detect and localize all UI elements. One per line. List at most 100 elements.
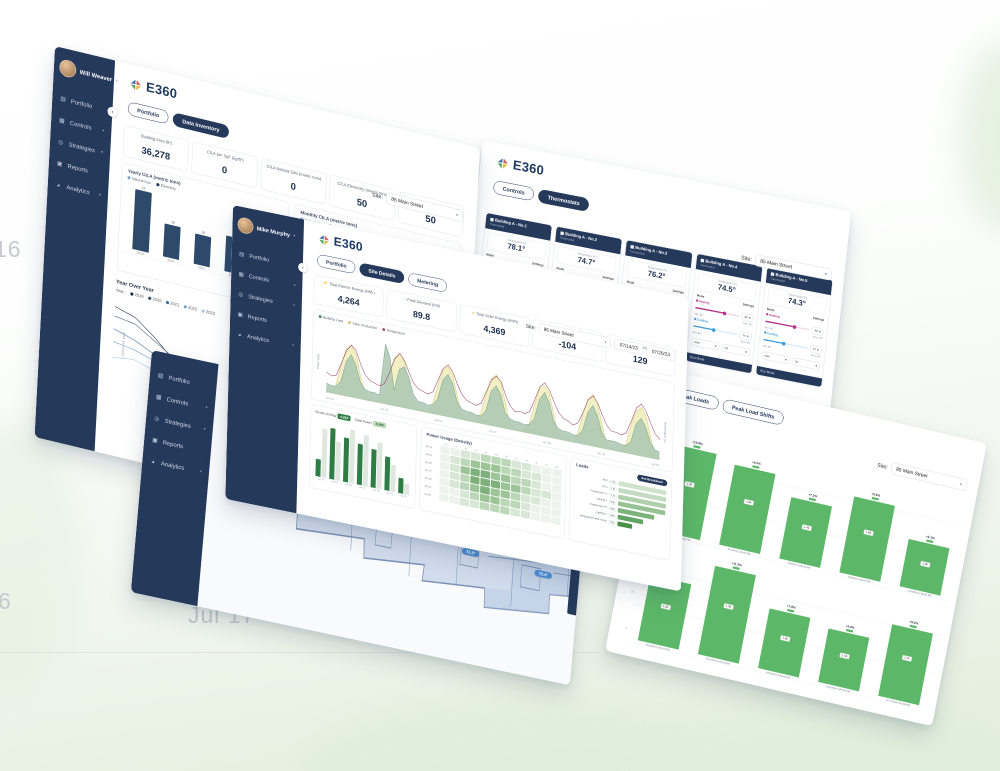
x-axis-tick: Jul 19 (597, 451, 606, 457)
bar (162, 223, 181, 261)
cooling-slider-knob[interactable] (711, 327, 716, 332)
legend-item: Solar Production (348, 320, 377, 330)
building-icon: ▦ (630, 244, 635, 250)
year-legend-item[interactable]: 2019 (130, 291, 144, 299)
tab[interactable]: Thermostats (537, 188, 590, 213)
hold-select[interactable]: On▾ (721, 343, 751, 357)
solar-bar (362, 434, 369, 487)
legend-dot-icon (156, 182, 160, 187)
site-select-value: 85 Main Street (895, 466, 929, 480)
bar-group (329, 421, 342, 481)
peak-bar-column: +7.8% 1.5k 5/15/2024 3:00:00 PM (752, 568, 824, 683)
chevron-down-icon: ▾ (816, 347, 820, 353)
nav-icon: ▤ (60, 94, 66, 103)
nav-icon: ▦ (238, 270, 244, 278)
metric-icon: ◔ (403, 296, 407, 302)
legend-dot-icon (382, 327, 386, 332)
tab[interactable]: Peak Load Shifts (721, 398, 785, 426)
load-value-chip: 0.5k (608, 519, 617, 526)
thermostat-card[interactable]: ▦ Building A - No.5 Thermostat Temperatu… (755, 266, 834, 388)
bar: 1.0k (899, 539, 950, 596)
chevron-down-icon: ▾ (293, 233, 296, 238)
user-name: Mike Murphy (256, 224, 291, 238)
legend-dot-icon (348, 321, 352, 325)
bar-column: 26 2021 (190, 199, 216, 273)
legend-dot-icon (147, 296, 152, 301)
sidebar-item-label: Reports (162, 438, 184, 450)
sidebar-item-label: Portfolio (249, 252, 270, 263)
tab[interactable]: Data Inventory (172, 112, 230, 140)
cooling-max: Max: 85° (740, 340, 751, 345)
hold-select[interactable]: On▾ (791, 357, 821, 371)
cooling-slider-knob[interactable] (781, 341, 786, 346)
background-watermark: 6 (0, 588, 12, 614)
chevron-down-icon: ▾ (292, 342, 295, 348)
chevron-down-icon: ▾ (959, 481, 963, 487)
bar: 1.4k (818, 628, 870, 692)
avatar (58, 58, 77, 80)
chevron-down-icon: ▾ (745, 349, 748, 355)
sidebar-item-label: Controls (248, 272, 270, 284)
bar-group (315, 418, 328, 479)
heating-slider-knob[interactable] (722, 311, 727, 316)
fan-select[interactable]: Auto▾ (691, 337, 720, 351)
year-legend-item[interactable]: 2023 (201, 308, 215, 316)
heatmap-cell (530, 512, 541, 522)
legend-dot-icon (130, 292, 134, 296)
tab[interactable]: Controls (492, 180, 535, 202)
tab[interactable]: Portfolio (317, 253, 356, 275)
sidebar-item-label: Analytics (247, 332, 270, 344)
site-label: Site: (371, 191, 383, 201)
heatmap-row-label: Jul 20 (424, 492, 431, 497)
bar-value-chip: 1.9k (723, 603, 734, 611)
nav-icon: ▦ (155, 392, 162, 401)
tab[interactable]: Portfolio (127, 101, 169, 125)
sidebar-item-label: Strategies (248, 292, 273, 305)
heatmap-cell (439, 493, 449, 503)
peak-bar-column: +11.2% 1.9k 5/14/2024 5:00:00 PM (691, 554, 763, 669)
peak-bar-column: +6.9% 1.4k 5/16/2024 4:00:00 PM (812, 582, 884, 697)
heatmap-cell (469, 499, 480, 509)
chevron-down-icon: ▾ (815, 363, 818, 368)
nav-icon: ◕ (151, 457, 156, 466)
heating-slider-knob[interactable] (792, 324, 797, 329)
background-blob (640, 690, 1000, 771)
load-value-chip: 0.6k (608, 512, 617, 519)
settings-label[interactable]: Settings (812, 316, 825, 322)
bar (132, 189, 152, 253)
loads-panel: Loads See Breakdown AC2 1.4k (568, 456, 673, 561)
bar-column: 52 2019 (129, 184, 155, 258)
settings-label[interactable]: Settings (672, 289, 685, 295)
thermostat-card[interactable]: ▦ Building A - No.4 Thermostat Temperatu… (685, 253, 763, 374)
bar-group (384, 432, 396, 493)
energy-bars-panel: Electric Energy 4,264 Solar Power 4,369 (308, 404, 418, 509)
legend-item: Temperature (382, 327, 405, 336)
background-watermark: 16 (0, 236, 22, 262)
sidebar-item-label: Portfolio (168, 373, 191, 386)
peak-bar-column: +7.2% 1.4k 5/8/2024 3:00:00 PM (773, 459, 845, 574)
year-legend-item[interactable]: 2021 (165, 300, 179, 307)
sidebar-item-label: Portfolio (70, 97, 93, 110)
solar-bar (390, 464, 396, 493)
year-legend-item[interactable]: 2020 (147, 295, 162, 303)
peak-bar-column: +9.9% 1.8k 5/9/2024 5:00:00 PM (833, 473, 905, 588)
year-legend-item[interactable]: 2022 (183, 304, 197, 312)
fan-select[interactable]: Auto▾ (761, 351, 790, 365)
chevron-down-icon: ▾ (604, 339, 607, 345)
peak-bar-column: +9.0% 1.7k 5/17/2024 5:00:00 PM (872, 596, 944, 711)
cooling-min: Min: 65° (762, 344, 772, 350)
bar (193, 233, 212, 268)
nav-icon: ▣ (151, 435, 158, 444)
tab[interactable]: Metering (408, 272, 448, 293)
tab[interactable]: Site Details (359, 262, 405, 285)
nav-icon: ▤ (239, 250, 245, 258)
chevron-down-icon: ▾ (824, 271, 828, 276)
bar-x-label: 2021 (197, 266, 206, 271)
heating-min: Min: 55° (764, 326, 774, 331)
heatmap-cell (550, 516, 561, 526)
settings-label[interactable]: Settings (742, 302, 755, 309)
solar-bar (348, 429, 356, 484)
load-value-chip: 1.2k (609, 486, 617, 492)
chevron-down-icon: ▾ (98, 192, 101, 198)
chevron-down-icon: ▾ (293, 282, 296, 288)
